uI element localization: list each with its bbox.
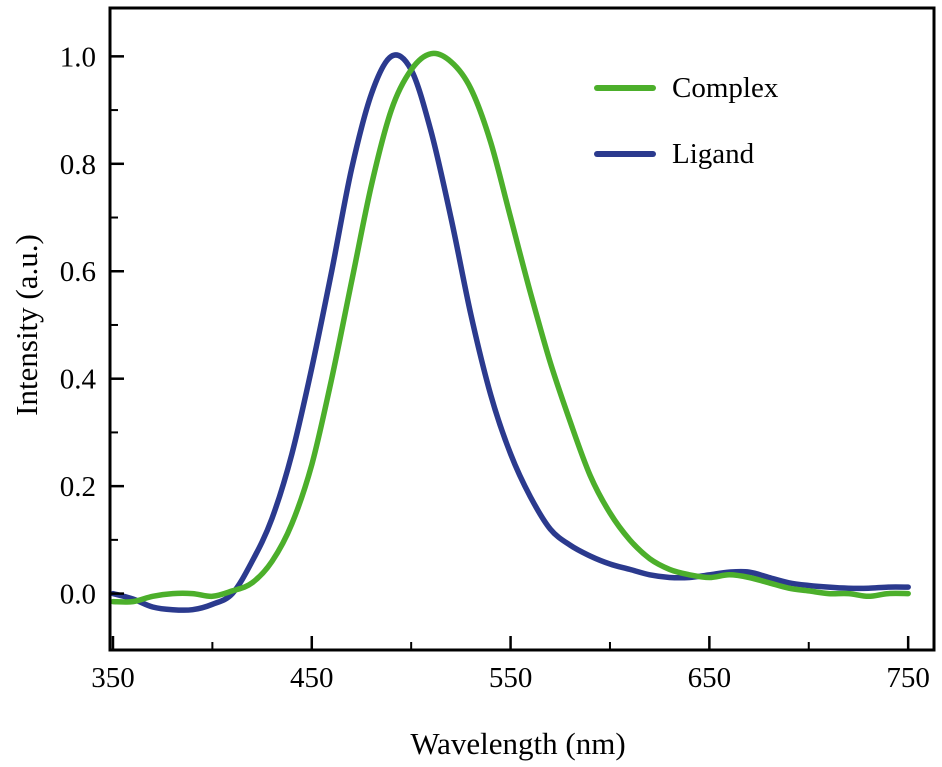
curve-complex (110, 50, 911, 605)
y-tick-label: 0.8 (60, 149, 96, 181)
curve-ligand (110, 52, 911, 613)
legend-item-ligand: Ligand (594, 132, 778, 176)
x-axis-label: Wavelength (nm) (410, 726, 626, 761)
legend-label-complex: Complex (672, 71, 779, 104)
x-tick-label: 350 (91, 662, 135, 694)
x-tick-label: 550 (489, 662, 533, 694)
y-tick-label: 0.0 (60, 579, 96, 611)
y-axis-label: Intensity (a.u.) (9, 234, 44, 416)
x-tick-label: 750 (886, 662, 930, 694)
ligand-line-swatch (594, 151, 656, 157)
y-tick-label: 1.0 (60, 41, 96, 73)
y-tick-label: 0.6 (60, 256, 96, 288)
x-tick-label: 450 (290, 662, 334, 694)
plot-frame (108, 6, 936, 652)
y-tick-label: 0.2 (60, 471, 96, 503)
y-tick-label: 0.4 (60, 364, 97, 396)
legend-item-complex: Complex (594, 66, 778, 110)
legend-label-ligand: Ligand (672, 137, 755, 170)
x-tick-label: 650 (688, 662, 732, 694)
legend: Complex Ligand (594, 66, 778, 198)
complex-line-swatch (594, 85, 656, 91)
